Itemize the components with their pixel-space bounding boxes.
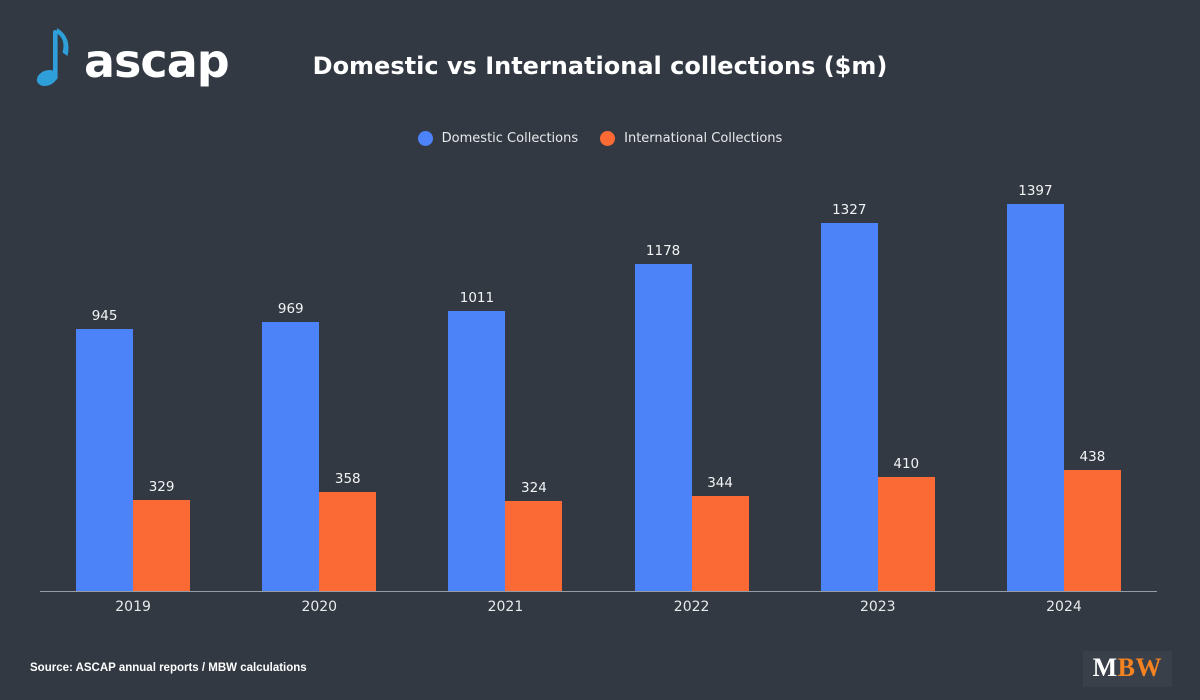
x-axis-label-2022: 2022 [673,599,710,615]
bar-international-2022 [691,496,749,591]
chart-title: Domestic vs International collections ($… [312,52,888,80]
bar-value-domestic-2024: 1397 [1018,183,1053,199]
ascap-logo: ascap [36,22,230,88]
legend-item-domestic: Domestic Collections [417,131,579,146]
bar-value-international-2024: 438 [1079,449,1106,465]
legend-label-domestic: Domestic Collections [441,131,579,146]
bar-wrap-international-2021: 324 [505,176,563,591]
bar-wrap-domestic-2023: 1327 [820,176,878,591]
bar-domestic-2019 [76,329,134,591]
bar-group-2024: 1397 438 [971,176,1157,591]
mbw-logo: MBW [1082,651,1172,687]
bar-wrap-domestic-2020: 969 [262,176,320,591]
legend: Domestic Collections International Colle… [0,131,1200,146]
bar-domestic-2021 [448,311,506,591]
legend-dot-international [600,131,616,146]
mbw-logo-m: M [1092,653,1118,682]
bar-international-2020 [319,492,377,591]
x-axis-label-2023: 2023 [859,599,896,615]
bar-domestic-2023 [820,223,878,591]
bar-international-2023 [877,477,935,591]
legend-item-international: International Collections [600,131,782,146]
bar-value-international-2023: 410 [893,456,920,472]
bar-value-domestic-2021: 1011 [459,290,495,306]
bar-group-2020: 969 358 [226,176,412,591]
music-note-icon [36,28,69,86]
x-axis-label-2020: 2020 [301,599,338,615]
bar-international-2019 [133,500,191,591]
bar-international-2021 [505,501,563,591]
bar-wrap-domestic-2022: 1178 [634,176,692,591]
bar-value-domestic-2023: 1327 [832,202,867,218]
x-axis-label-2021: 2021 [487,599,524,615]
bar-wrap-domestic-2021: 1011 [448,176,506,591]
x-axis-labels: 2019 2020 2021 2022 2023 2024 [40,599,1157,615]
bar-wrap-international-2020: 358 [319,176,377,591]
ascap-logo-text: ascap [84,34,230,88]
source-note: Source: ASCAP annual reports / MBW calcu… [30,662,307,674]
legend-label-international: International Collections [624,131,783,146]
bar-domestic-2020 [262,322,320,591]
bar-value-international-2021: 324 [521,480,547,496]
bar-international-2024 [1063,470,1121,591]
mbw-logo-bw: BW [1117,653,1162,682]
bar-wrap-international-2019: 329 [133,176,191,591]
bar-wrap-international-2024: 438 [1063,176,1121,591]
plot-area: 945 329 969 358 1011 324 1178 344 1327 410 1397 438 [40,176,1157,592]
bar-value-international-2022: 344 [707,475,733,491]
bar-value-domestic-2020: 969 [277,301,304,317]
bar-group-2019: 945 329 [40,176,226,591]
bar-wrap-domestic-2019: 945 [76,176,134,591]
bar-group-2022: 1178 344 [599,176,785,591]
bar-group-2023: 1327 410 [785,176,971,591]
bar-value-domestic-2022: 1178 [645,243,681,259]
bar-value-international-2019: 329 [148,479,175,495]
x-axis-label-2024: 2024 [1046,599,1082,615]
x-axis-label-2019: 2019 [115,599,151,615]
bar-domestic-2024 [1006,204,1064,591]
bar-wrap-international-2023: 410 [877,176,935,591]
bar-domestic-2022 [634,264,692,591]
bar-value-international-2020: 358 [334,471,361,487]
legend-dot-domestic [417,131,433,146]
bar-group-2021: 1011 324 [412,176,598,591]
bar-value-domestic-2019: 945 [91,308,118,324]
bar-wrap-international-2022: 344 [691,176,749,591]
bar-wrap-domestic-2024: 1397 [1006,176,1064,591]
